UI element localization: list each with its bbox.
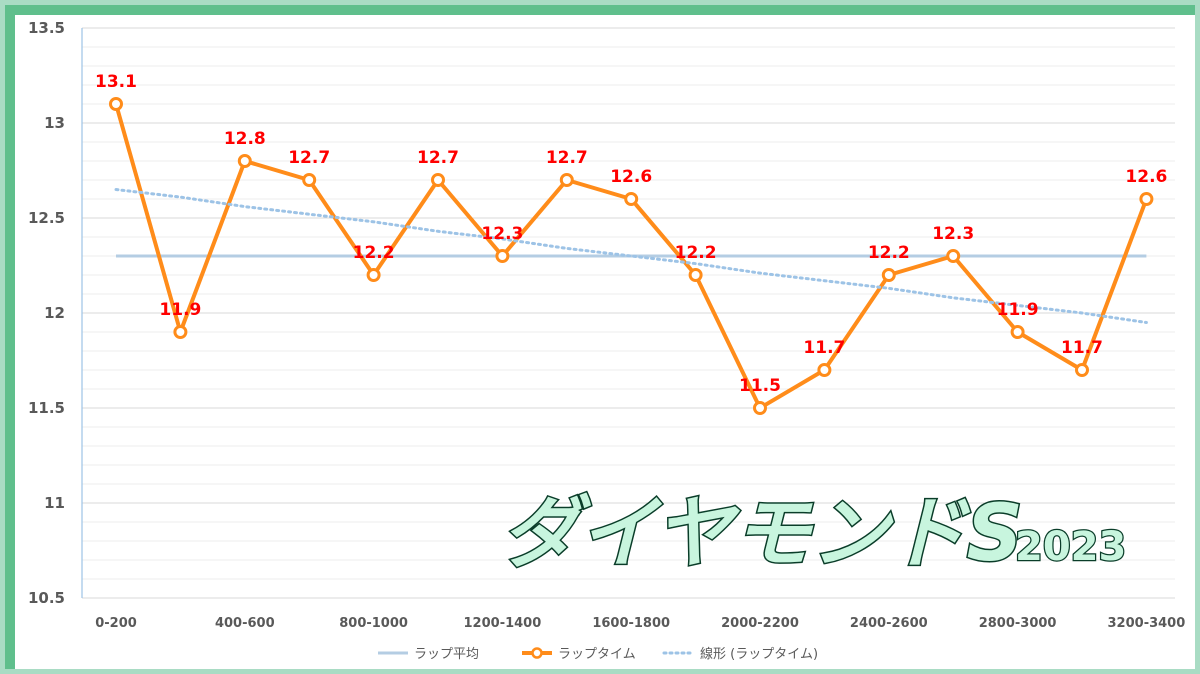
data-label: 11.7 xyxy=(1061,338,1103,358)
lap-point xyxy=(1139,192,1154,206)
lap-point xyxy=(109,97,123,111)
lap-point xyxy=(1010,325,1025,339)
data-label: 12.2 xyxy=(868,243,910,263)
chart-panel: 13.5 13 12.5 12 11.5 11 10.5 0-200 400-600 800-10… xyxy=(15,15,1195,669)
data-label: 11.7 xyxy=(803,338,845,358)
data-label: 12.7 xyxy=(417,148,459,168)
lap-point xyxy=(817,363,832,377)
lap-point xyxy=(624,192,639,206)
legend: ラップ平均 ラップタイム 線形 (ラップタイム) xyxy=(378,646,818,662)
data-label: 13.1 xyxy=(95,72,137,92)
legend-marker xyxy=(531,647,543,659)
axes: 13.5 13 12.5 12 11.5 11 10.5 0-200 400-600 800-10… xyxy=(28,19,1185,631)
outer-frame: 13.5 13 12.5 12 11.5 11 10.5 0-200 400-600 800-10… xyxy=(5,5,1195,669)
y-tick-label: 12.5 xyxy=(28,209,65,227)
x-tick-label: 800-1000 xyxy=(339,616,408,631)
lap-point xyxy=(946,249,961,263)
lap-point xyxy=(495,249,510,263)
series xyxy=(109,97,1154,415)
data-label: 12.2 xyxy=(353,243,395,263)
legend-item: ラップタイム xyxy=(522,647,636,662)
x-tick-label: 3200-3400 xyxy=(1108,616,1186,631)
chart-title-year: 2023 xyxy=(1015,524,1126,570)
data-label: 12.8 xyxy=(224,129,266,149)
y-tick-label: 12 xyxy=(44,304,65,322)
lap-point xyxy=(431,173,445,187)
lap-point xyxy=(1075,363,1089,377)
data-label: 11.9 xyxy=(997,300,1039,320)
line-chart: 13.5 13 12.5 12 11.5 11 10.5 0-200 400-600 800-10… xyxy=(28,19,1185,662)
data-labels: 13.1 11.9 12.8 12.7 12.2 12.7 12.3 12.7 12.6 12.2… xyxy=(95,72,1167,396)
data-label: 11.5 xyxy=(739,376,781,396)
x-tick-label: 400-600 xyxy=(215,616,275,631)
data-label: 12.6 xyxy=(1125,167,1167,187)
lap-point xyxy=(881,268,896,282)
data-label: 12.7 xyxy=(288,148,330,168)
lap-point xyxy=(688,268,703,282)
legend-item: 線形 (ラップタイム) xyxy=(662,646,818,662)
data-label: 12.6 xyxy=(610,167,652,187)
lap-point xyxy=(237,154,252,168)
y-tick-label: 13 xyxy=(44,114,65,132)
data-label: 12.7 xyxy=(546,148,588,168)
y-tick-label: 10.5 xyxy=(28,589,65,607)
series-line-trend xyxy=(114,188,1148,324)
gridlines xyxy=(82,27,1175,599)
lap-point xyxy=(302,173,317,187)
legend-item: ラップ平均 xyxy=(378,647,479,662)
x-tick-label: 1600-1800 xyxy=(592,616,670,631)
chart-title: ダイヤモンドS 2023 xyxy=(500,488,1128,581)
x-tick-label: 2000-2200 xyxy=(721,616,799,631)
legend-label: ラップ平均 xyxy=(414,647,479,662)
x-tick-label: 1200-1400 xyxy=(464,616,542,631)
x-tick-label: 0-200 xyxy=(95,616,137,631)
y-tick-label: 13.5 xyxy=(28,19,65,37)
x-tick-label: 2400-2600 xyxy=(850,616,928,631)
lap-point xyxy=(173,325,188,339)
data-label: 12.3 xyxy=(932,224,974,244)
legend-label: ラップタイム xyxy=(558,647,636,662)
lap-point xyxy=(366,268,381,282)
x-tick-label: 2800-3000 xyxy=(979,616,1057,631)
data-label: 11.9 xyxy=(159,300,201,320)
chart-title-text: ダイヤモンドS xyxy=(501,489,1023,579)
data-label: 12.2 xyxy=(675,243,717,263)
y-tick-label: 11 xyxy=(44,494,65,512)
legend-label: 線形 (ラップタイム) xyxy=(700,646,818,662)
lap-point xyxy=(753,401,767,415)
y-tick-label: 11.5 xyxy=(28,399,65,417)
data-label: 12.3 xyxy=(481,224,523,244)
lap-point xyxy=(559,173,574,187)
